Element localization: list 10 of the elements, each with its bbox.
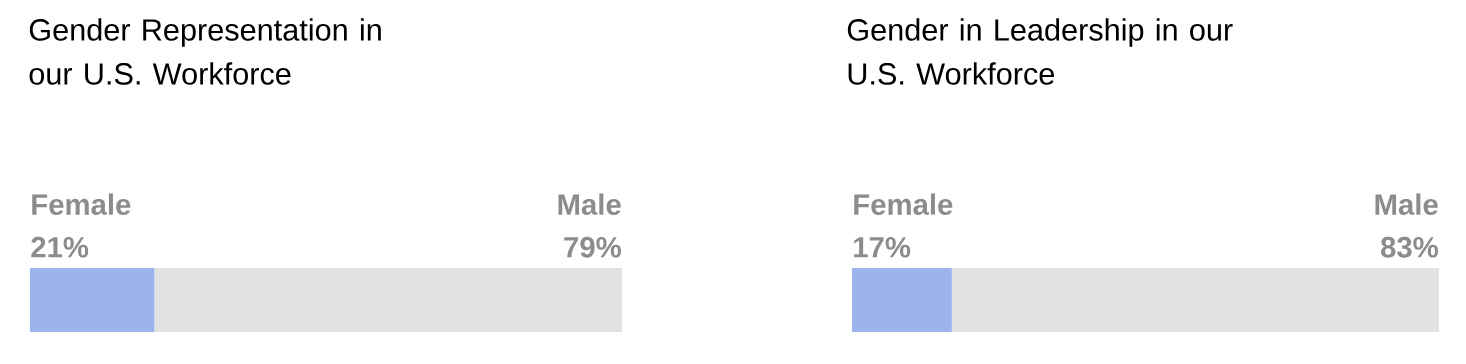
data-label: 83% — [1380, 236, 1438, 258]
chart-title: Gender in Leadership in our U.S. Workforce — [847, 18, 1233, 85]
data-label: 17% — [854, 236, 911, 258]
chart-title: Gender Representation in our U.S. Workforce — [29, 18, 381, 85]
data-label: 79% — [564, 236, 621, 258]
series-label: Male — [558, 193, 621, 215]
series-label: Female — [854, 193, 953, 215]
series-label: Female — [32, 193, 131, 215]
series-label: Male — [1375, 193, 1438, 215]
data-label: 21% — [31, 236, 89, 258]
